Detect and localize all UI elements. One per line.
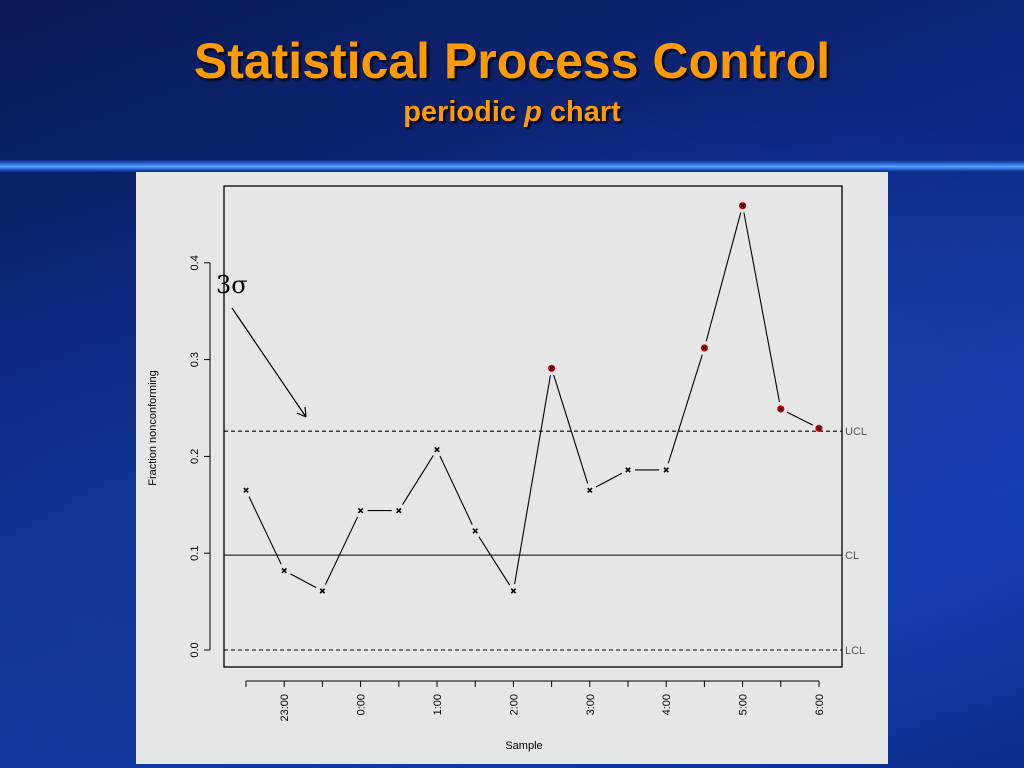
divider-bar bbox=[0, 160, 1024, 172]
series-segment bbox=[324, 516, 359, 585]
x-tick-label: 1:00 bbox=[432, 694, 444, 715]
x-tick-label: 4:00 bbox=[661, 694, 673, 715]
data-point bbox=[587, 487, 593, 494]
slide-title: Statistical Process Control bbox=[193, 33, 831, 89]
series-segment bbox=[786, 411, 814, 426]
series-line bbox=[248, 212, 814, 589]
data-points bbox=[243, 202, 823, 594]
y-tick-label: 0.3 bbox=[189, 352, 201, 367]
slide-subtitle: periodic p chart bbox=[0, 94, 1024, 130]
x-tick-label: 0:00 bbox=[356, 694, 368, 715]
x-axis: 23:00 0:00 1:00 2:00 3:00 4:00 5:00 6:00 bbox=[245, 680, 826, 722]
data-point bbox=[319, 588, 326, 594]
series-segment bbox=[248, 496, 282, 565]
data-point bbox=[434, 446, 440, 453]
annotation-arrow bbox=[231, 307, 307, 418]
point-marker bbox=[740, 203, 746, 209]
sigma-annotation: 3σ bbox=[216, 271, 248, 299]
subtitle-post: chart bbox=[541, 96, 621, 128]
series-segment bbox=[514, 375, 551, 585]
data-point bbox=[663, 467, 669, 473]
point-marker bbox=[778, 406, 784, 412]
x-tick-label: 3:00 bbox=[585, 694, 597, 715]
x-tick-label: 2:00 bbox=[508, 694, 520, 715]
series-segment bbox=[667, 354, 703, 464]
point-marker bbox=[816, 425, 822, 431]
ucl-label: UCL bbox=[845, 426, 867, 438]
data-point bbox=[625, 467, 631, 473]
y-tick-label: 0.4 bbox=[189, 255, 201, 270]
y-tick-label: 0.2 bbox=[189, 449, 201, 464]
plot-frame bbox=[223, 185, 843, 668]
x-tick-label: 5:00 bbox=[738, 694, 750, 715]
data-point bbox=[510, 588, 517, 594]
p-chart: UCL CL LCL 0.0 0.1 0.2 0.3 0.4 23:00 0:00 1:00 2:… bbox=[147, 185, 867, 752]
series-segment bbox=[705, 212, 742, 342]
data-point bbox=[472, 528, 478, 534]
y-tick-label: 0.1 bbox=[189, 546, 201, 561]
y-tick-label: 0.0 bbox=[189, 642, 201, 657]
lcl-label: LCL bbox=[845, 645, 865, 657]
y-axis-label: Fraction nonconforming bbox=[147, 370, 159, 486]
data-point bbox=[243, 487, 249, 494]
data-point bbox=[396, 507, 402, 514]
control-lines: UCL CL LCL bbox=[224, 426, 867, 657]
series-segment bbox=[478, 536, 511, 586]
series-segment bbox=[290, 573, 317, 589]
chart-panel: UCL CL LCL 0.0 0.1 0.2 0.3 0.4 23:00 0:00 1:00 2:… bbox=[136, 172, 888, 764]
series-segment bbox=[743, 212, 781, 403]
x-tick-label: 6:00 bbox=[814, 694, 826, 715]
data-point bbox=[281, 567, 287, 574]
cl-label: CL bbox=[845, 550, 859, 562]
subtitle-p: p bbox=[524, 96, 542, 128]
point-marker bbox=[549, 365, 555, 371]
series-segment bbox=[439, 455, 473, 525]
series-segment bbox=[402, 455, 434, 505]
subtitle-pre: periodic bbox=[403, 96, 525, 128]
series-segment bbox=[553, 374, 589, 484]
data-point bbox=[357, 507, 364, 514]
x-tick-label: 23:00 bbox=[279, 694, 291, 722]
point-marker bbox=[701, 345, 707, 351]
y-axis: 0.0 0.1 0.2 0.3 0.4 bbox=[189, 255, 211, 658]
series-segment bbox=[595, 472, 623, 488]
x-axis-label: Sample bbox=[505, 740, 542, 752]
